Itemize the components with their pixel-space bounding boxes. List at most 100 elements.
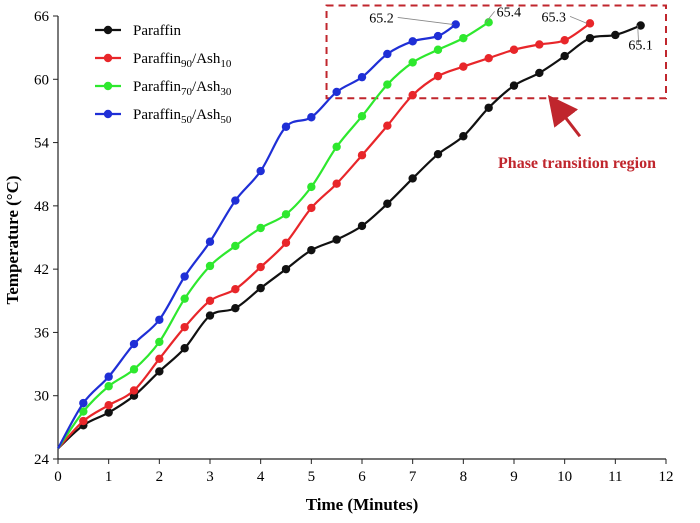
series-1 bbox=[57, 21, 645, 450]
x-tick-label: 5 bbox=[308, 469, 316, 485]
data-point bbox=[636, 21, 645, 30]
legend-subscript: 10 bbox=[220, 58, 232, 70]
legend-subscript: 50 bbox=[181, 114, 193, 126]
legend-text-part: /Ash bbox=[192, 107, 221, 123]
data-point bbox=[484, 103, 493, 112]
legend-swatch-marker bbox=[103, 25, 113, 35]
x-tick-label: 12 bbox=[659, 469, 674, 485]
legend-label: Paraffin70/Ash30 bbox=[133, 79, 232, 98]
x-tick-label: 2 bbox=[156, 469, 164, 485]
data-point bbox=[484, 18, 493, 27]
data-point bbox=[433, 31, 443, 41]
x-axis-title: Time (Minutes) bbox=[306, 495, 419, 514]
data-point bbox=[205, 261, 215, 271]
data-point bbox=[307, 182, 316, 192]
data-point bbox=[433, 45, 443, 54]
data-point bbox=[79, 416, 88, 426]
data-point bbox=[104, 372, 113, 381]
annotation-layer: 65.2 65.4 65.3 65.1 bbox=[369, 5, 653, 53]
annotation-label: 65.1 bbox=[628, 38, 653, 53]
data-point bbox=[484, 53, 493, 63]
y-tick-label: 30 bbox=[34, 389, 49, 405]
y-tick-label: 48 bbox=[34, 199, 49, 215]
data-point bbox=[155, 337, 164, 347]
legend-text-part: /Ash bbox=[192, 51, 221, 67]
data-point bbox=[155, 367, 164, 376]
legend-subscript: 50 bbox=[220, 114, 232, 126]
data-point bbox=[408, 174, 417, 183]
legend-item: Paraffin70/Ash30 bbox=[95, 79, 232, 98]
series-line bbox=[57, 23, 457, 449]
data-point bbox=[560, 36, 569, 45]
data-point bbox=[509, 45, 519, 54]
data-point bbox=[459, 62, 468, 71]
data-point bbox=[383, 121, 392, 130]
series-layer bbox=[57, 18, 645, 450]
data-point bbox=[180, 272, 189, 281]
data-point bbox=[256, 223, 265, 233]
data-point bbox=[205, 237, 215, 246]
data-point bbox=[281, 264, 291, 274]
data-point bbox=[611, 30, 620, 40]
data-point bbox=[180, 344, 189, 353]
data-point bbox=[585, 33, 595, 43]
data-point bbox=[332, 179, 341, 188]
legend-text-part: Paraffin bbox=[133, 51, 182, 67]
x-tick-label: 11 bbox=[608, 469, 622, 485]
data-point bbox=[357, 112, 367, 121]
legend-item: Paraffin90/Ash10 bbox=[95, 51, 232, 70]
y-tick-label: 36 bbox=[34, 325, 50, 341]
data-point bbox=[256, 283, 265, 293]
x-tick-label: 1 bbox=[105, 469, 113, 485]
legend-subscript: 30 bbox=[220, 86, 232, 98]
phase-transition-region bbox=[325, 4, 667, 100]
y-tick-label: 66 bbox=[34, 9, 50, 25]
data-point bbox=[231, 303, 240, 313]
data-point bbox=[129, 365, 139, 374]
y-tick-label: 24 bbox=[34, 452, 50, 468]
data-point bbox=[79, 398, 88, 408]
x-tick-label: 8 bbox=[460, 469, 468, 485]
data-point bbox=[357, 221, 367, 231]
data-point bbox=[205, 311, 215, 320]
data-point bbox=[104, 408, 113, 417]
x-tick-label: 7 bbox=[409, 469, 417, 485]
annotation-leader bbox=[569, 16, 588, 24]
y-tick-label: 54 bbox=[34, 136, 50, 152]
legend-subscript: 90 bbox=[181, 58, 193, 70]
legend-text-part: Paraffin bbox=[133, 23, 182, 39]
data-point bbox=[383, 199, 392, 208]
data-point bbox=[307, 113, 316, 122]
annotation-label: 65.3 bbox=[542, 10, 567, 25]
data-point bbox=[231, 284, 240, 294]
data-point bbox=[205, 296, 215, 305]
legend-swatch-marker bbox=[103, 53, 113, 63]
data-point bbox=[281, 122, 291, 131]
x-tick-label: 4 bbox=[257, 469, 265, 485]
legend-text-part: Paraffin bbox=[133, 79, 182, 95]
data-point bbox=[459, 33, 468, 43]
legend-text-part: Paraffin bbox=[133, 107, 182, 123]
data-point bbox=[104, 382, 113, 391]
annotation-leader bbox=[485, 11, 495, 23]
annotation-leader bbox=[397, 17, 453, 25]
legend-swatch-marker bbox=[103, 109, 113, 119]
x-tick-label: 3 bbox=[206, 469, 214, 485]
data-point bbox=[585, 19, 595, 28]
data-point bbox=[129, 339, 139, 349]
y-tick-label: 42 bbox=[34, 262, 49, 278]
legend-label: Paraffin90/Ash10 bbox=[133, 51, 232, 70]
series-4 bbox=[57, 20, 460, 449]
legend-text-part: /Ash bbox=[192, 79, 221, 95]
annotation-label: 65.4 bbox=[497, 5, 521, 20]
series-2 bbox=[57, 19, 595, 450]
data-point bbox=[281, 238, 291, 247]
data-point bbox=[129, 386, 139, 395]
data-point bbox=[332, 142, 341, 151]
x-tick-label: 9 bbox=[510, 469, 518, 485]
data-point bbox=[307, 203, 316, 213]
data-point bbox=[357, 72, 367, 82]
annotation-label: 65.2 bbox=[369, 11, 394, 26]
